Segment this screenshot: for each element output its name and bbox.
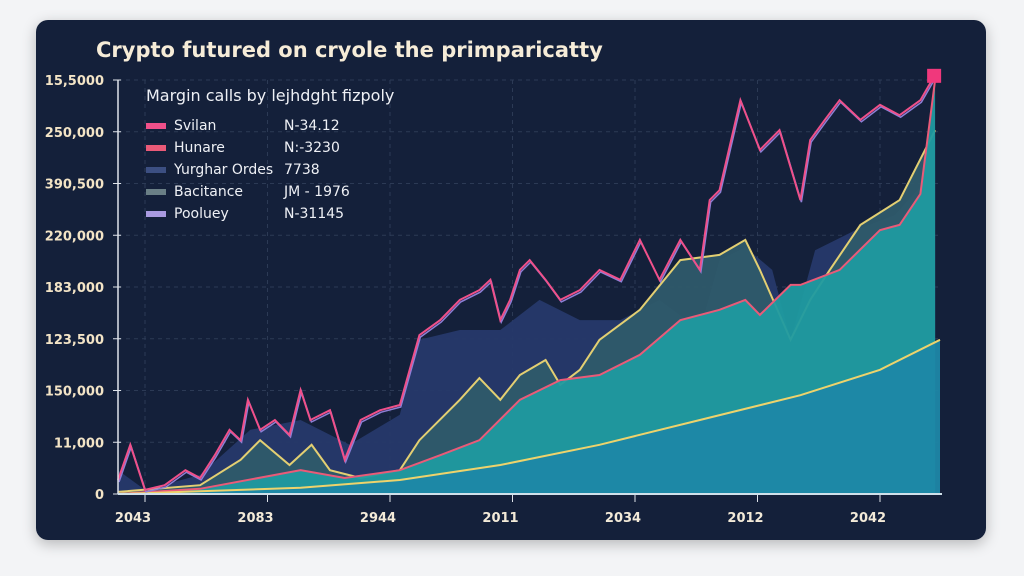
- y-tick-label: 150,000: [45, 385, 104, 400]
- y-tick-label: 183,000: [45, 281, 104, 296]
- legend-label: Svilan: [174, 118, 217, 134]
- x-tick-label: 2012: [727, 511, 763, 526]
- x-tick-label: 2042: [850, 511, 886, 526]
- x-tick-label: 2083: [237, 511, 273, 526]
- legend-item: Pooluey N-31145: [146, 203, 394, 225]
- x-tick-label: 2011: [482, 511, 518, 526]
- y-tick-label: 0: [95, 488, 104, 503]
- area-pooluey: [118, 339, 940, 494]
- legend-label: Bacitance: [174, 184, 244, 200]
- legend-value: JM - 1976: [284, 184, 350, 200]
- line-hunare: [117, 79, 937, 495]
- legend-item: Svilan N-34.12: [146, 115, 394, 137]
- y-tick-label: 11,000: [54, 436, 104, 451]
- legend-label: Yurghar Ordes: [174, 162, 274, 178]
- legend-value: N-34.12: [284, 118, 340, 134]
- legend-swatch: [146, 145, 166, 151]
- y-tick-label: 390,500: [45, 178, 104, 193]
- legend-swatch: [146, 211, 166, 217]
- x-tick-label: 2034: [605, 511, 641, 526]
- area-hunare: [118, 80, 936, 494]
- legend-label: Hunare: [174, 140, 225, 156]
- legend-swatch: [146, 189, 166, 195]
- y-tick-label: 15,5000: [45, 74, 104, 89]
- line-svilan: [117, 74, 936, 492]
- legend-item: Yurghar Ordes 7738: [146, 159, 394, 181]
- legend-value: N:-3230: [284, 140, 340, 156]
- legend-item: Hunare N:-3230: [146, 137, 394, 159]
- legend-value: N-31145: [284, 206, 345, 222]
- y-tick-label: 220,000: [45, 229, 104, 244]
- y-tick-label: 250,000: [45, 126, 104, 141]
- legend-swatch: [146, 123, 166, 129]
- legend: Margin calls by lejhdght fizpoly Svilan N…: [146, 86, 394, 225]
- legend-label: Pooluey: [174, 206, 229, 222]
- legend-title: Margin calls by lejhdght fizpoly: [146, 86, 395, 105]
- x-tick-label: 2944: [360, 511, 396, 526]
- chart-title: Crypto futured on cryole the primparicat…: [96, 38, 603, 62]
- y-tick-label: 123,500: [45, 333, 104, 348]
- line-pooluey: [117, 338, 941, 495]
- legend-swatch: [146, 167, 166, 173]
- legend-value: 7738: [284, 162, 320, 178]
- x-tick-label: 2043: [115, 511, 151, 526]
- legend-item: Bacitance JM - 1976: [146, 181, 394, 203]
- end-marker: [927, 68, 942, 83]
